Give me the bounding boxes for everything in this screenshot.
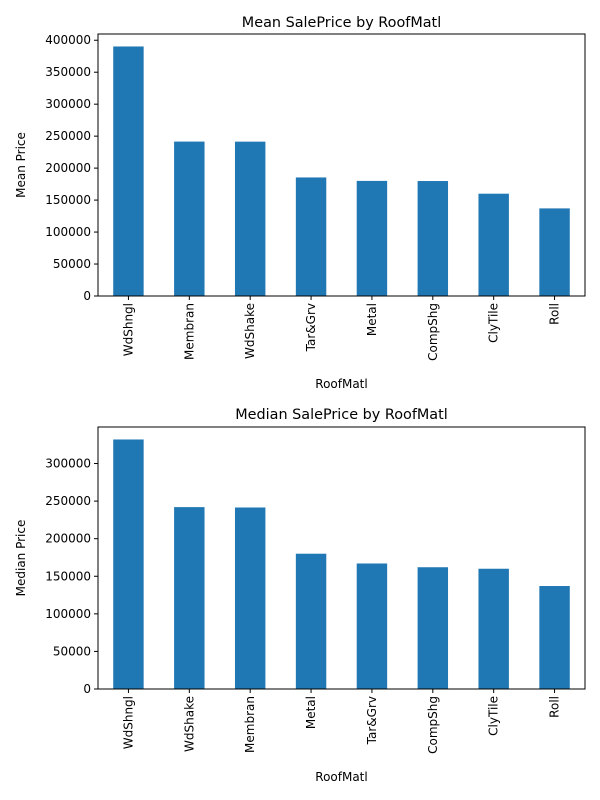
bar-wdshngl bbox=[113, 46, 144, 296]
y-tick-label: 50000 bbox=[53, 257, 91, 271]
bars bbox=[113, 439, 570, 689]
x-tick-label: CompShg bbox=[426, 696, 440, 754]
y-tick-label: 300000 bbox=[45, 457, 91, 471]
y-tick-label: 200000 bbox=[45, 161, 91, 175]
y-axis-label: Mean Price bbox=[14, 132, 28, 198]
y-tick-label: 300000 bbox=[45, 97, 91, 111]
bar-tar-grv bbox=[356, 563, 388, 689]
x-tick-label: Tar&Grv bbox=[365, 696, 379, 745]
x-tick-label: ClyTile bbox=[487, 696, 501, 736]
y-tick-label: 250000 bbox=[45, 129, 91, 143]
bar-wdshake bbox=[174, 507, 205, 689]
y-tick-label: 100000 bbox=[45, 225, 91, 239]
x-tick-label: Metal bbox=[365, 303, 379, 336]
bar-tar-grv bbox=[295, 177, 327, 296]
x-axis-ticks: WdShngl Membran WdShake Tar&Grv Metal CompShg… bbox=[121, 296, 562, 361]
bar-clytile bbox=[478, 568, 509, 689]
y-tick-label: 400000 bbox=[45, 33, 91, 47]
x-axis-ticks: WdShngl WdShake Membran Metal Tar&Grv CompShg… bbox=[121, 689, 562, 754]
bar-clytile bbox=[478, 193, 509, 296]
plot-frame bbox=[97, 33, 586, 297]
x-tick-label: Roll bbox=[548, 696, 562, 718]
x-tick-label: Roll bbox=[548, 303, 562, 325]
x-tick-label: CompShg bbox=[426, 303, 440, 361]
y-tick-label: 150000 bbox=[45, 569, 91, 583]
chart-title: Mean SalePrice by RoofMatl bbox=[242, 15, 441, 31]
y-tick-label: 150000 bbox=[45, 193, 91, 207]
mean-chart: Mean SalePrice by RoofMatl 0 50000 100000 1… bbox=[14, 15, 586, 391]
y-axis-ticks: 0 50000 100000 150000 200000 250000 300000 bbox=[45, 457, 98, 696]
y-axis-ticks: 0 50000 100000 150000 200000 250000 300000 3500… bbox=[45, 33, 98, 303]
x-tick-label: Metal bbox=[304, 696, 318, 729]
bars bbox=[113, 46, 570, 296]
bar-metal bbox=[295, 553, 327, 689]
median-chart: Median SalePrice by RoofMatl 0 50000 10000… bbox=[14, 407, 586, 784]
bar-wdshngl bbox=[113, 439, 144, 689]
bar-roll bbox=[539, 586, 570, 689]
x-tick-label: WdShake bbox=[182, 696, 196, 752]
x-tick-label: ClyTile bbox=[487, 303, 501, 343]
x-tick-label: Membran bbox=[243, 696, 257, 753]
y-tick-label: 200000 bbox=[45, 532, 91, 546]
y-tick-label: 50000 bbox=[53, 644, 91, 658]
x-axis-label: RoofMatl bbox=[315, 377, 367, 391]
x-tick-label: Membran bbox=[182, 303, 196, 360]
bar-roll bbox=[539, 208, 570, 296]
chart-title: Median SalePrice by RoofMatl bbox=[235, 407, 448, 423]
bar-compshg bbox=[417, 181, 449, 296]
x-tick-label: WdShngl bbox=[121, 303, 135, 356]
bar-membran bbox=[234, 507, 266, 689]
y-tick-label: 100000 bbox=[45, 607, 91, 621]
x-tick-label: Tar&Grv bbox=[304, 303, 318, 352]
bar-metal bbox=[356, 180, 388, 296]
bar-membran bbox=[174, 141, 205, 296]
y-tick-label: 350000 bbox=[45, 65, 91, 79]
x-tick-label: WdShake bbox=[243, 303, 257, 359]
y-tick-label: 0 bbox=[83, 682, 91, 696]
y-tick-label: 250000 bbox=[45, 494, 91, 508]
x-axis-label: RoofMatl bbox=[315, 770, 367, 784]
y-tick-label: 0 bbox=[83, 289, 91, 303]
x-tick-label: WdShngl bbox=[121, 696, 135, 749]
bar-compshg bbox=[417, 567, 449, 689]
bar-wdshake bbox=[234, 141, 266, 296]
y-axis-label: Median Price bbox=[14, 520, 28, 597]
plot-frame bbox=[97, 426, 586, 690]
